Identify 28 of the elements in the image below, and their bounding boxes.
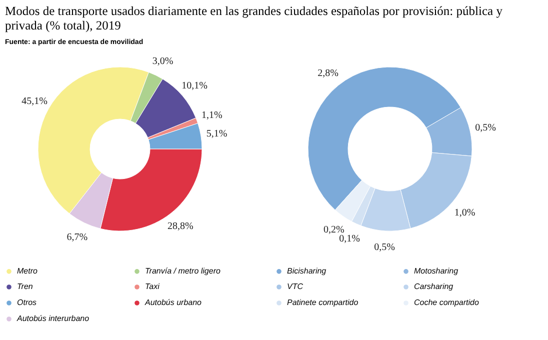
data-label: 28,8% (167, 221, 194, 232)
legend-label: Bicisharing (287, 266, 327, 276)
legend-label: Tranvía / metro ligero (145, 266, 221, 276)
text: privada (% total), 2019 (5, 18, 121, 32)
legend-label: VTC (287, 282, 304, 291)
data-label: 3,0% (152, 56, 174, 67)
data-label: 5,1% (206, 128, 228, 140)
data-label: 0,1% (339, 233, 360, 244)
legend-label: Motosharing (414, 266, 459, 276)
legend-label: Autobús interurbano (16, 314, 90, 323)
data-label: 45,1% (22, 96, 48, 108)
legend-label: Patinete compartido (287, 298, 359, 307)
data-label: 0,5% (475, 122, 496, 134)
legend-label: Metro (17, 266, 38, 276)
legend-label: Tren (17, 282, 34, 291)
data-label: 6,7% (66, 232, 88, 244)
data-label: 10,1% (182, 80, 208, 92)
legend-label: Carsharing (414, 282, 454, 291)
legend-label: Coche compartido (414, 298, 480, 307)
data-label: 0,2% (323, 224, 344, 236)
legend-label: Taxi (145, 282, 160, 291)
data-label: 1,0% (454, 207, 476, 218)
data-label: 1,1% (202, 110, 222, 122)
data-label: 0,5% (374, 242, 395, 253)
text: Modos de transporte usados diariamente en las grandes ciudades españolas por provisión: pública y (5, 4, 502, 18)
legend-label: Otros (17, 298, 37, 307)
legend-label: Autobús urbano (144, 298, 202, 307)
data-label: 2,8% (318, 68, 339, 80)
